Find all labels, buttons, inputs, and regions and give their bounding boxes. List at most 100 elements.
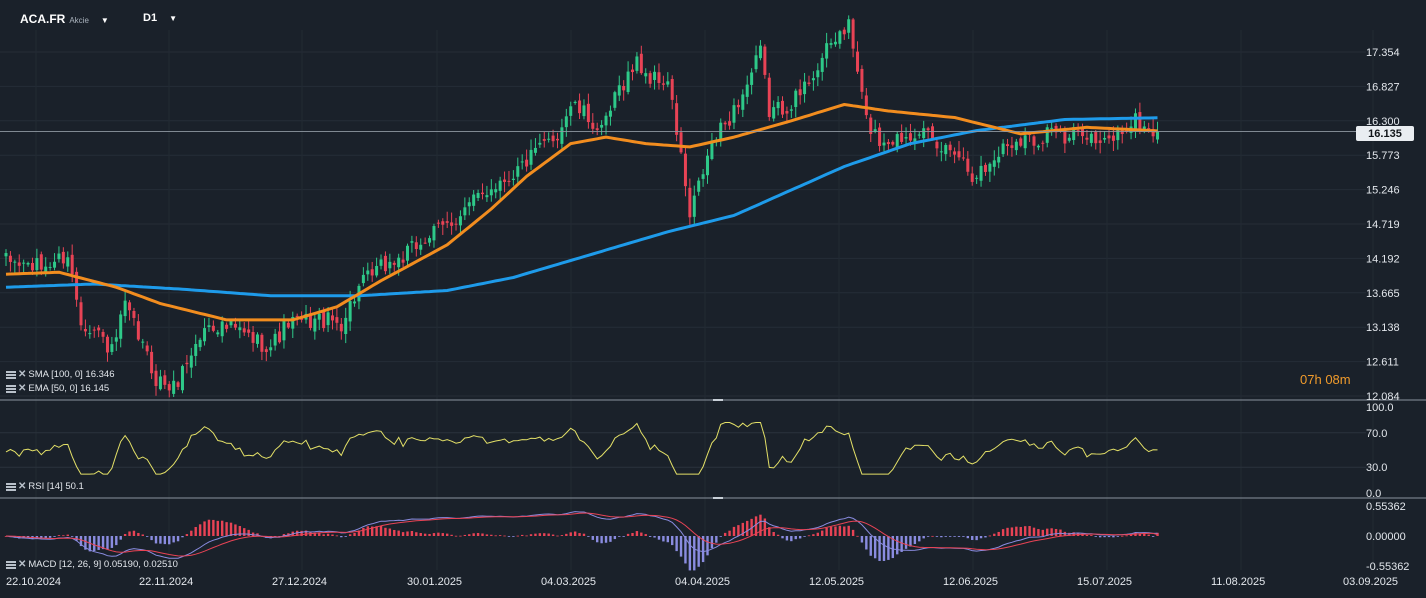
- symbol-selector[interactable]: ACA.FR Akcie ▼: [20, 12, 109, 26]
- time-axis-label: 03.09.2025: [1343, 576, 1398, 588]
- price-axis-label: 16.300: [1366, 116, 1400, 128]
- macd-histogram-bar: [816, 532, 820, 536]
- candle-bear: [1041, 142, 1045, 144]
- candle-bear: [542, 139, 546, 141]
- settings-icon[interactable]: [6, 384, 16, 393]
- candle-bull: [203, 328, 207, 342]
- macd-histogram-bar: [613, 536, 617, 540]
- macd-histogram-bar: [115, 536, 118, 546]
- time-axis-label: 30.01.2025: [407, 576, 462, 588]
- candle-bear: [295, 315, 299, 317]
- candle-bear: [150, 351, 154, 374]
- candle-bull: [653, 71, 657, 80]
- settings-icon[interactable]: [6, 560, 16, 569]
- settings-icon[interactable]: [6, 370, 16, 379]
- candle-bear: [322, 310, 326, 329]
- macd-histogram-bar: [671, 536, 674, 546]
- candle-bear: [661, 83, 665, 85]
- candle-bull: [750, 72, 754, 85]
- macd-histogram-bar: [640, 532, 643, 536]
- macd-histogram-bar: [944, 536, 947, 537]
- close-icon[interactable]: ✕: [18, 383, 27, 394]
- macd-histogram-bar: [776, 534, 780, 536]
- chevron-down-icon[interactable]: ▼: [100, 16, 109, 25]
- candle-bear: [578, 100, 582, 114]
- chart-toolbar: ACA.FR Akcie ▼ D1 ▼: [0, 0, 1426, 36]
- close-icon[interactable]: ✕: [18, 481, 27, 492]
- candle-bull: [110, 344, 114, 352]
- candle-bear: [1098, 140, 1102, 143]
- pane-resize-handle[interactable]: [713, 497, 723, 499]
- candle-bear: [1063, 129, 1067, 144]
- macd-line: [5, 511, 1158, 559]
- macd-histogram-bar: [172, 536, 175, 543]
- candle-bull: [172, 380, 176, 394]
- candle-bull: [917, 134, 921, 136]
- macd-histogram-bar: [66, 534, 69, 536]
- timeframe-selector[interactable]: D1 ▼: [143, 12, 177, 24]
- ema-legend: ✕ EMA [50, 0] 16.145: [6, 383, 109, 394]
- pane-resize-handle[interactable]: [713, 399, 723, 401]
- macd-histogram-bar: [1001, 529, 1005, 536]
- candle-bull: [803, 81, 807, 95]
- macd-histogram-bar: [388, 528, 392, 536]
- candle-bear: [622, 85, 626, 91]
- macd-histogram-bar: [229, 522, 233, 536]
- candle-bull: [194, 344, 198, 356]
- candle-bear: [675, 103, 679, 135]
- candle-bear: [423, 242, 427, 244]
- candle-bear: [688, 187, 692, 218]
- candle-bear: [145, 345, 149, 352]
- candle-bull: [904, 137, 908, 139]
- candle-bull: [428, 238, 432, 243]
- candle-bear: [931, 126, 935, 139]
- candle-bull: [882, 142, 886, 146]
- candle-bear: [286, 322, 290, 328]
- candle-bull: [88, 333, 92, 335]
- macd-histogram-bar: [295, 530, 299, 536]
- rsi-legend-label: RSI [14] 50.1: [28, 481, 84, 492]
- chevron-down-icon[interactable]: ▼: [169, 13, 177, 23]
- macd-histogram-bar: [1129, 534, 1133, 536]
- close-icon[interactable]: ✕: [18, 559, 27, 570]
- macd-histogram-bar: [137, 532, 140, 536]
- candle-bear: [736, 104, 740, 108]
- signal-line: [5, 512, 1158, 557]
- candle-bull: [141, 341, 145, 343]
- macd-histogram-bar: [366, 526, 369, 536]
- sma-legend: ✕ SMA [100, 0] 16.346: [6, 369, 114, 380]
- candle-bull: [35, 258, 39, 271]
- candle-bull: [997, 156, 1001, 163]
- candle-bear: [1125, 130, 1129, 132]
- macd-histogram-bar: [657, 536, 661, 540]
- rsi-axis-label: 0.0: [1366, 488, 1381, 500]
- macd-histogram-bar: [684, 536, 687, 564]
- candle-bull: [811, 78, 815, 81]
- candle-bull: [529, 149, 533, 165]
- candle-bull: [388, 261, 392, 269]
- candle-bear: [101, 331, 105, 337]
- close-icon[interactable]: ✕: [18, 369, 27, 380]
- candle-bear: [1019, 138, 1023, 146]
- macd-histogram-bar: [154, 536, 158, 544]
- candle-bull: [701, 174, 705, 179]
- macd-histogram-bar: [1068, 532, 1071, 536]
- ema-50-line: [5, 103, 1158, 322]
- macd-histogram-bar: [701, 536, 705, 563]
- macd-histogram-bar: [979, 536, 983, 539]
- macd-histogram-bar: [953, 536, 956, 537]
- candle-bear: [953, 151, 957, 155]
- candle-bull: [794, 90, 798, 108]
- candle-bull: [789, 109, 793, 111]
- price-axis-label: 17.354: [1366, 47, 1400, 59]
- macd-histogram-bar: [313, 532, 317, 536]
- candle-bull: [1014, 141, 1018, 151]
- candle-bull: [776, 102, 780, 109]
- settings-icon[interactable]: [6, 482, 16, 491]
- macd-histogram-bar: [1015, 526, 1018, 536]
- candle-bear: [1147, 128, 1151, 130]
- macd-histogram-bar: [966, 536, 970, 539]
- time-axis-label: 15.07.2025: [1077, 576, 1132, 588]
- macd-histogram-bar: [896, 536, 899, 555]
